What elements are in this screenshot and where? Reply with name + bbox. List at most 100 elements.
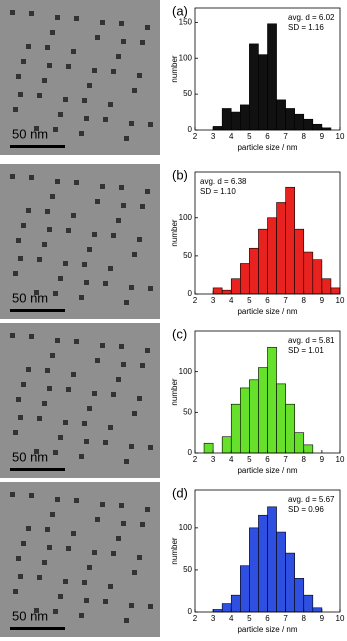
particle — [111, 233, 116, 238]
bar — [285, 108, 295, 131]
particle — [121, 521, 126, 526]
bar — [303, 118, 314, 131]
particle — [47, 227, 52, 232]
particle — [84, 439, 89, 444]
particle — [42, 560, 47, 565]
particle — [37, 257, 42, 262]
particle — [29, 334, 34, 339]
particle — [26, 526, 31, 531]
particle — [92, 391, 97, 396]
particle — [148, 122, 153, 127]
x-tick-label: 6 — [265, 132, 270, 141]
x-tick-label: 9 — [320, 614, 325, 623]
bar — [240, 263, 250, 295]
particle — [124, 300, 129, 305]
scale-bar — [10, 145, 65, 148]
particle — [37, 575, 42, 580]
particle — [108, 425, 113, 430]
bar — [230, 594, 241, 613]
y-tick-label: 150 — [179, 17, 193, 26]
annotation: avg. d = 5.81 — [288, 336, 335, 345]
x-tick-label: 4 — [229, 614, 234, 623]
particle — [95, 517, 100, 522]
x-tick-label: 10 — [336, 614, 345, 623]
particle — [137, 555, 142, 560]
particle — [21, 382, 26, 387]
particle — [13, 271, 18, 276]
tem-image — [0, 323, 160, 478]
x-tick-label: 5 — [247, 455, 252, 464]
bar — [321, 278, 332, 295]
particle — [84, 598, 89, 603]
particle — [108, 102, 113, 107]
particle — [92, 68, 97, 73]
particle — [140, 204, 145, 209]
particle — [100, 502, 105, 507]
bar — [249, 379, 259, 454]
x-tick-label: 3 — [211, 614, 216, 623]
particle — [74, 180, 79, 185]
x-tick-label: 7 — [283, 132, 288, 141]
particle — [121, 39, 126, 44]
bar — [267, 506, 277, 613]
particle — [55, 497, 60, 502]
scale-bar — [10, 309, 65, 312]
particle — [95, 358, 100, 363]
particle — [116, 218, 121, 223]
bar — [303, 594, 314, 613]
particle — [116, 54, 121, 59]
particle — [119, 503, 124, 508]
particle — [50, 353, 55, 358]
particle — [92, 550, 97, 555]
particle — [18, 92, 23, 97]
y-tick-label: 100 — [179, 53, 193, 62]
x-tick-label: 6 — [265, 614, 270, 623]
particle — [55, 15, 60, 20]
x-tick-label: 2 — [193, 296, 198, 305]
particle — [18, 415, 23, 420]
bar — [212, 287, 223, 295]
particle — [87, 83, 92, 88]
bar — [230, 111, 241, 131]
particle — [63, 97, 68, 102]
particle — [29, 493, 34, 498]
particle — [29, 11, 34, 16]
particle — [124, 136, 129, 141]
particle — [95, 199, 100, 204]
particle — [66, 228, 71, 233]
y-tick-label: 50 — [183, 251, 192, 260]
particle — [37, 93, 42, 98]
particle — [84, 280, 89, 285]
particle — [137, 237, 142, 242]
bar — [230, 403, 241, 454]
particle — [58, 112, 63, 117]
y-tick-label: 100 — [179, 367, 193, 376]
bar — [212, 126, 223, 131]
particle — [26, 208, 31, 213]
scale-label: 50 nm — [12, 449, 48, 464]
particle — [45, 45, 50, 50]
y-tick-label: 0 — [188, 607, 193, 616]
particle — [16, 238, 21, 243]
particle — [87, 565, 92, 570]
bar — [267, 346, 277, 454]
bar — [221, 436, 232, 454]
y-tick-label: 50 — [183, 89, 192, 98]
particle — [58, 435, 63, 440]
particle — [47, 545, 52, 550]
particle — [145, 507, 150, 512]
bar — [267, 23, 277, 131]
scale-label: 50 nm — [12, 290, 48, 305]
bar — [258, 367, 268, 454]
particle — [124, 618, 129, 623]
particle — [16, 556, 21, 561]
particle — [55, 179, 60, 184]
particle — [42, 242, 47, 247]
x-tick-label: 7 — [283, 455, 288, 464]
particle — [34, 449, 39, 454]
x-tick-label: 8 — [302, 455, 307, 464]
bar — [258, 228, 268, 295]
bar — [276, 99, 286, 131]
bar — [230, 278, 241, 295]
particle — [13, 107, 18, 112]
